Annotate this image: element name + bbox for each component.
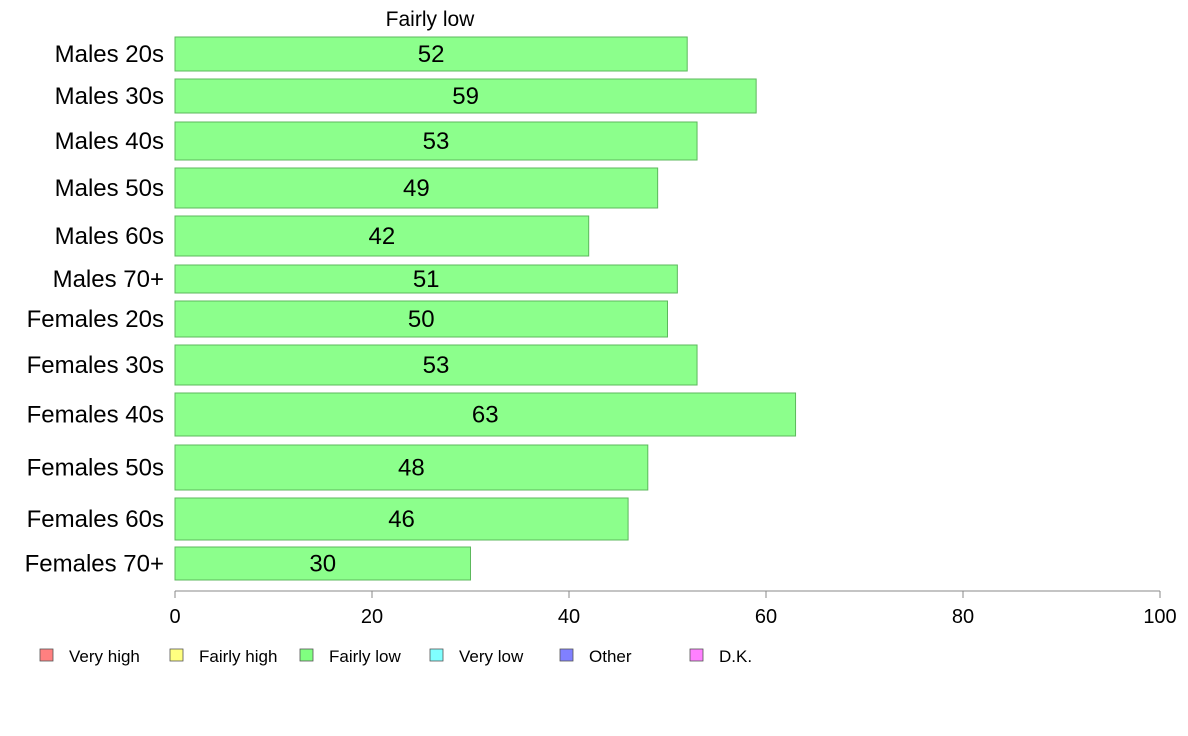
x-tick-label: 80 — [952, 606, 974, 628]
bar-value-label: 59 — [452, 83, 479, 110]
bar-value-label: 30 — [309, 551, 336, 578]
legend-swatch — [429, 648, 444, 662]
legend-label: Very high — [69, 647, 140, 666]
legend-label: Fairly high — [199, 647, 277, 666]
bar — [174, 78, 757, 114]
bar-value-label: 52 — [418, 41, 445, 68]
category-label: Males 30s — [55, 83, 164, 110]
bar-value-label: 48 — [398, 455, 425, 482]
bar — [174, 167, 659, 209]
category-label: Males 40s — [55, 128, 164, 155]
category-label: Males 50s — [55, 175, 164, 202]
chart-title: Fairly low — [386, 8, 476, 31]
bars-layer: Males 20s 52 Males 30s 59 Males 40s 53 Males 5… — [25, 36, 797, 581]
legend-swatch — [39, 648, 54, 662]
category-label: Females 70+ — [25, 551, 164, 578]
legend-label: Very low — [459, 647, 524, 666]
bar — [174, 392, 797, 437]
legend-swatch — [559, 648, 574, 662]
bar — [174, 497, 629, 541]
bar — [174, 36, 688, 72]
category-label: Females 40s — [27, 402, 164, 429]
bar — [174, 300, 668, 338]
category-label: Males 60s — [55, 223, 164, 250]
legend-swatch — [299, 648, 314, 662]
bar-value-label: 63 — [472, 402, 499, 429]
category-label: Males 70+ — [53, 266, 164, 293]
category-label: Females 50s — [27, 455, 164, 482]
x-tick-label: 40 — [558, 606, 580, 628]
bar-value-label: 51 — [413, 266, 440, 293]
category-label: Females 60s — [27, 506, 164, 533]
bar-value-label: 49 — [403, 175, 430, 202]
legend-label: Fairly low — [329, 647, 402, 666]
legend-swatch — [169, 648, 184, 662]
bar — [174, 444, 649, 491]
bar — [174, 264, 678, 294]
category-label: Males 20s — [55, 41, 164, 68]
legend: Very high Fairly high Fairly low Very low Ot… — [39, 647, 752, 666]
bar — [174, 215, 590, 257]
bar-value-label: 53 — [423, 128, 450, 155]
legend-swatch — [689, 648, 704, 662]
x-axis: 0 20 40 60 80 100 — [169, 590, 1177, 628]
bar — [174, 546, 471, 581]
bar-value-label: 50 — [408, 306, 435, 333]
legend-label: Other — [589, 647, 632, 666]
x-tick-label: 20 — [361, 606, 383, 628]
bar — [174, 121, 698, 161]
x-tick-label: 60 — [755, 606, 777, 628]
bar — [174, 344, 698, 386]
bar-value-label: 42 — [368, 223, 395, 250]
category-label: Females 20s — [27, 306, 164, 333]
x-tick-label: 0 — [169, 606, 180, 628]
bar-value-label: 53 — [423, 352, 450, 379]
legend-label: D.K. — [719, 647, 752, 666]
x-tick-label: 100 — [1143, 606, 1176, 628]
bar-value-label: 46 — [388, 506, 415, 533]
category-label: Females 30s — [27, 352, 164, 379]
